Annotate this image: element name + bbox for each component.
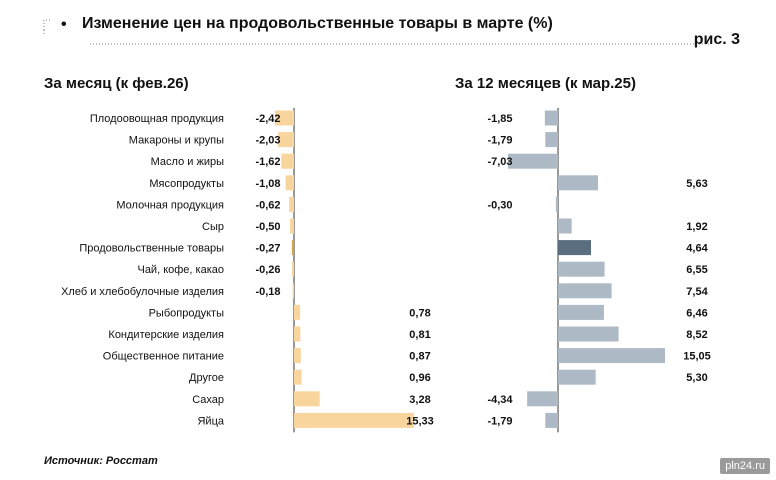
monthly-bar <box>291 261 294 277</box>
yearly-chart-title: За 12 месяцев (к мар.25) <box>455 75 636 92</box>
yearly-bar <box>558 304 604 320</box>
category-label: Другое <box>189 372 224 384</box>
monthly-bar <box>294 391 320 407</box>
monthly-chart-title: За месяц (к фев.26) <box>44 75 189 92</box>
yearly-value-label: 5,63 <box>686 178 707 190</box>
monthly-value-label: -0,50 <box>255 221 280 233</box>
yearly-bar <box>544 110 558 126</box>
category-label: Масло и жиры <box>151 156 224 168</box>
category-label: Мясопродукты <box>149 178 224 190</box>
yearly-value-label: 4,64 <box>686 243 708 255</box>
yearly-value-label: -1,79 <box>487 135 512 147</box>
monthly-value-label: -1,08 <box>255 178 280 190</box>
yearly-bar <box>558 261 605 277</box>
yearly-bar <box>558 348 665 364</box>
figure-label: рис. 3 <box>693 31 740 48</box>
yearly-value-label: 7,54 <box>686 286 708 298</box>
monthly-value-label: -0,62 <box>255 199 280 211</box>
monthly-bar <box>275 110 294 126</box>
monthly-value-label: -1,62 <box>255 156 280 168</box>
yearly-bar <box>558 283 612 299</box>
category-label: Плодоовощная продукция <box>90 113 224 125</box>
category-label: Сыр <box>202 221 224 233</box>
monthly-bar <box>281 153 294 169</box>
monthly-value-label: 3,28 <box>409 394 430 406</box>
monthly-bar <box>294 304 301 320</box>
category-label: Хлеб и хлебобулочные изделия <box>61 286 224 298</box>
yearly-bar <box>545 132 558 148</box>
monthly-bar <box>290 218 294 234</box>
yearly-bar <box>555 196 558 212</box>
yearly-value-label: -4,34 <box>487 394 513 406</box>
yearly-bar <box>558 218 572 234</box>
monthly-value-label: -0,18 <box>255 286 280 298</box>
monthly-bar <box>291 240 294 256</box>
yearly-value-label: 6,46 <box>686 307 707 319</box>
category-label: Яйца <box>197 415 224 427</box>
frame-dotted-border <box>43 19 710 45</box>
yearly-bar <box>527 391 558 407</box>
monthly-value-label: -2,42 <box>255 113 280 125</box>
category-label: Макароны и крупы <box>129 135 224 147</box>
yearly-value-label: -7,03 <box>487 156 512 168</box>
monthly-value-label: -2,03 <box>255 135 280 147</box>
category-label: Чай, кофе, какао <box>137 264 224 276</box>
monthly-value-label: -0,26 <box>255 264 280 276</box>
category-label: Продовольственные товары <box>79 243 224 255</box>
yearly-bar <box>558 369 596 385</box>
bar-charts: -2,42 Плодоовощная продукция -2,03 Макароны… <box>61 108 711 433</box>
monthly-bar <box>294 412 414 428</box>
category-label: Сахар <box>192 394 224 406</box>
yearly-bar <box>558 240 591 256</box>
monthly-bar <box>294 369 302 385</box>
yearly-value-label: -1,85 <box>487 113 512 125</box>
monthly-bar <box>285 175 294 191</box>
category-label: Рыбопродукты <box>149 307 225 319</box>
yearly-value-label: 5,30 <box>686 372 707 384</box>
yearly-value-label: 8,52 <box>686 329 707 341</box>
title-bullet: • <box>61 16 67 33</box>
monthly-value-label: 15,33 <box>406 415 434 427</box>
monthly-value-label: 0,78 <box>409 307 430 319</box>
yearly-value-label: -1,79 <box>487 415 512 427</box>
yearly-bar <box>508 153 558 169</box>
yearly-bar <box>558 326 619 342</box>
category-label: Общественное питание <box>103 351 224 363</box>
monthly-bar <box>278 132 294 148</box>
page-title: Изменение цен на продовольственные товар… <box>82 15 553 32</box>
category-label: Молочная продукция <box>116 199 224 211</box>
monthly-bar <box>294 348 301 364</box>
yearly-value-label: 6,55 <box>686 264 707 276</box>
monthly-value-label: -0,27 <box>255 243 280 255</box>
monthly-value-label: 0,81 <box>409 329 430 341</box>
yearly-bar <box>545 412 558 428</box>
monthly-value-label: 0,96 <box>409 372 430 384</box>
watermark: pln24.ru <box>720 458 770 474</box>
yearly-value-label: 1,92 <box>686 221 707 233</box>
source-note: Источник: Росстат <box>44 455 158 467</box>
monthly-value-label: 0,87 <box>409 351 430 363</box>
monthly-bar <box>294 326 301 342</box>
monthly-bar <box>289 196 294 212</box>
yearly-bar <box>558 175 599 191</box>
yearly-value-label: -0,30 <box>487 199 512 211</box>
category-label: Кондитерские изделия <box>108 329 224 341</box>
yearly-value-label: 15,05 <box>683 351 711 363</box>
monthly-bar <box>292 283 294 299</box>
